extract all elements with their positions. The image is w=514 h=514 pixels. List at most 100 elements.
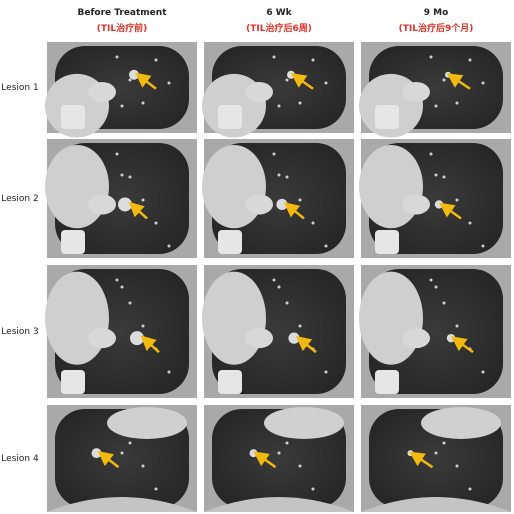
vessel [245,82,273,103]
small-vessel [468,58,472,62]
vessel [402,82,430,103]
small-vessel [298,198,302,202]
spine [61,370,85,394]
arrow [128,201,148,220]
arrow [283,202,305,220]
spine [61,230,85,254]
small-vessel [311,58,315,62]
lesion [129,69,139,80]
small-vessel [285,441,289,445]
arrow [446,73,471,90]
arrow [290,72,314,90]
mediastinum [202,271,266,365]
small-vessel [468,487,472,491]
spine [218,370,242,394]
small-vessel [455,101,459,105]
small-vessel [434,285,438,289]
small-vessel [481,244,485,248]
lesion [287,70,295,79]
small-vessel [298,101,302,105]
row-label: Lesion 1 [1,83,38,93]
column-subtitle: (TIL治疗后6周) [246,22,312,34]
small-vessel [277,104,281,108]
small-vessel [154,487,158,491]
chest-wall [47,497,197,512]
small-vessel [120,285,124,289]
ct-image [202,265,354,398]
small-vessel [272,55,276,59]
small-vessel [429,418,433,422]
mediastinum [359,144,423,229]
vessel [245,328,273,349]
small-vessel [429,278,433,282]
spine [61,105,85,129]
ct-image [47,405,197,512]
row-label: Lesion 2 [1,194,38,204]
small-vessel [167,244,171,248]
column-title: 9 Mo [424,8,449,18]
small-vessel [324,244,328,248]
small-vessel [120,173,124,177]
small-vessel [481,81,485,85]
mediastinum [359,271,423,365]
small-vessel [442,78,446,82]
small-vessel [277,451,281,455]
lesion [288,332,300,344]
small-vessel [141,324,145,328]
row-label: Lesion 4 [1,454,39,464]
small-vessel [141,198,145,202]
arrow [97,451,120,469]
small-vessel [285,78,289,82]
mediastinum [45,271,109,365]
small-vessel [141,464,145,468]
small-vessel [128,301,132,305]
spine [218,105,242,129]
spine [375,105,399,129]
arrow [253,451,277,469]
arrow [451,336,474,354]
small-vessel [481,428,485,432]
small-vessel [324,428,328,432]
ct-image [45,265,197,398]
arrow [135,72,157,90]
chest-wall [361,497,511,512]
small-vessel [154,58,158,62]
row-label: Lesion 3 [1,327,38,337]
small-vessel [434,451,438,455]
column-subtitle: (TIL治疗后9个月) [399,22,474,34]
small-vessel [128,78,132,82]
small-vessel [115,418,119,422]
small-vessel [324,370,328,374]
vessel [402,328,430,349]
small-vessel [442,441,446,445]
ct-image [204,405,354,512]
small-vessel [167,428,171,432]
small-vessel [442,301,446,305]
lesion [118,197,132,212]
small-vessel [324,81,328,85]
small-vessel [455,198,459,202]
mediastinum [45,144,109,229]
mediastinum [202,144,266,229]
liver-dome [264,407,344,439]
lesion [445,71,451,78]
lesion [407,450,414,457]
small-vessel [442,175,446,179]
lesion [91,448,102,459]
column-title: Before Treatment [78,8,168,18]
ct-image [45,42,197,138]
ct-image [202,139,354,258]
small-vessel [434,173,438,177]
spine [218,230,242,254]
small-vessel [272,152,276,156]
small-vessel [277,285,281,289]
arrow [439,202,462,220]
spine [375,230,399,254]
small-vessel [277,173,281,177]
ct-image [45,139,197,258]
small-vessel [285,175,289,179]
small-vessel [434,104,438,108]
small-vessel [285,301,289,305]
